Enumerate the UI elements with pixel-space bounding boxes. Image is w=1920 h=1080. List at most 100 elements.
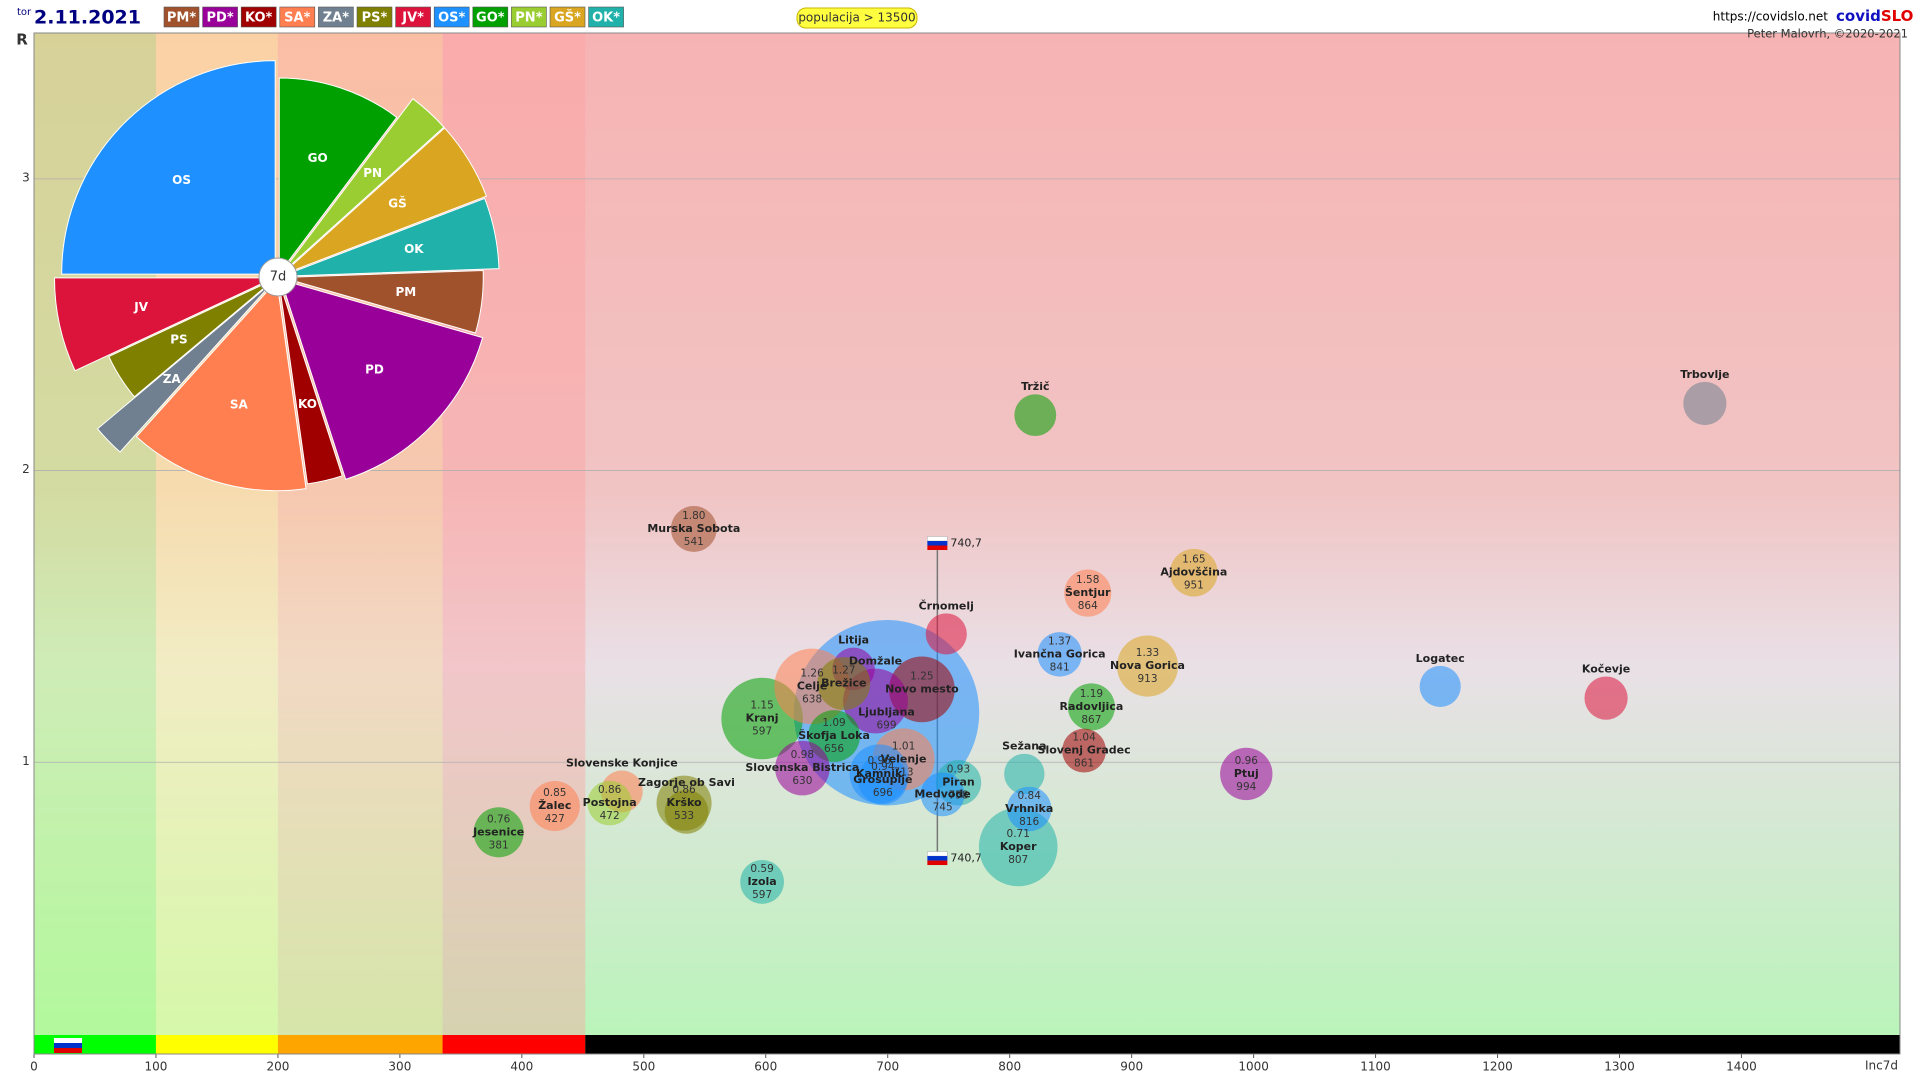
point-name: Logatec	[1416, 652, 1465, 665]
pie-label: OK	[404, 242, 424, 256]
flag-icon	[54, 1038, 82, 1053]
x-tick-label: 200	[266, 1060, 289, 1074]
inc-label: 807	[1008, 854, 1028, 866]
y-tick-label: 1	[22, 754, 30, 768]
pie-label: OS	[172, 173, 191, 187]
party-button-label[interactable]: OK*	[592, 11, 620, 26]
party-button-label[interactable]: PD*	[207, 11, 234, 26]
party-button-label[interactable]: PN*	[515, 11, 542, 26]
filter-text: populacija > 13500	[798, 11, 915, 25]
inc-label: 745	[933, 801, 953, 813]
brand-part: covid	[1836, 7, 1881, 25]
pie-slice	[108, 278, 275, 398]
x-tick-label: 300	[388, 1060, 411, 1074]
bubble	[1067, 683, 1115, 731]
party-button-label[interactable]: PS*	[362, 11, 388, 26]
r-label: 1.27	[832, 665, 855, 677]
inc-label: 913	[1137, 673, 1157, 685]
plot-frame	[33, 32, 1901, 1055]
point-name: Ljubljana	[858, 706, 915, 719]
point-name: Slovenska Bistrica	[745, 761, 859, 774]
x-tick-label: 1200	[1482, 1060, 1513, 1074]
party-button-label[interactable]: GŠ*	[554, 10, 581, 26]
inc-label: 427	[545, 813, 565, 825]
brand-part: SLO	[1881, 7, 1914, 25]
party-button[interactable]	[279, 6, 316, 28]
x-tick-label: 100	[145, 1060, 168, 1074]
bubble	[587, 780, 632, 826]
party-button-label[interactable]: JV*	[401, 11, 424, 26]
point-name: Ptuj	[1234, 767, 1259, 780]
party-button[interactable]	[588, 6, 624, 28]
party-button[interactable]	[202, 6, 238, 28]
pie-label: SA	[230, 398, 249, 412]
party-button-label[interactable]: ZA*	[323, 11, 349, 26]
r-label: 1.09	[822, 717, 845, 729]
party-button[interactable]	[318, 6, 354, 28]
party-button[interactable]	[549, 6, 586, 28]
party-button-label[interactable]: GO*	[476, 11, 505, 26]
inc-label: 630	[792, 775, 812, 787]
r-label: 0.93	[947, 764, 970, 776]
bubble	[670, 506, 717, 552]
inc-label: 861	[1074, 758, 1094, 770]
party-button[interactable]	[240, 6, 277, 28]
point-name: Kranj	[746, 712, 779, 725]
party-button-label[interactable]: SA*	[284, 11, 310, 26]
inc-label: 638	[802, 693, 822, 705]
pie-slice	[280, 279, 484, 480]
x-tick-label: 700	[876, 1060, 899, 1074]
bubble	[1170, 548, 1218, 597]
pie-slice	[281, 127, 488, 276]
party-button-label[interactable]: OS*	[438, 11, 465, 26]
r-label: 1.15	[750, 700, 773, 712]
party-button[interactable]	[472, 6, 509, 28]
y-axis-label: R	[16, 31, 28, 49]
flag-stripe	[927, 541, 948, 546]
party-button[interactable]	[163, 6, 200, 28]
x-tick-label: 1400	[1726, 1060, 1757, 1074]
pie-label: PD	[365, 363, 384, 377]
party-button[interactable]	[433, 6, 470, 28]
pie-label: ZA	[163, 372, 182, 386]
pie-slice	[135, 279, 307, 492]
party-button[interactable]	[511, 6, 547, 28]
zone-bar	[34, 1035, 156, 1054]
point-name: Krško	[667, 796, 703, 809]
x-tick-label: 0	[30, 1060, 38, 1074]
party-button[interactable]	[356, 6, 393, 28]
point-name: Medvode	[914, 787, 970, 800]
inc-label: 713	[894, 766, 914, 778]
r-label: 0.86	[672, 784, 696, 796]
bubble	[775, 740, 830, 796]
bubble	[858, 755, 908, 805]
pie-label: JV	[133, 300, 148, 314]
x-tick-label: 900	[1120, 1060, 1143, 1074]
bubble	[1116, 635, 1179, 697]
r-label: 1.19	[1080, 688, 1103, 700]
point-name: Litija	[838, 634, 869, 647]
point-name: Trbovlje	[1680, 368, 1729, 381]
x-tick-label: 400	[510, 1060, 533, 1074]
bubble	[1037, 632, 1082, 677]
point-name: Šentjur	[1065, 586, 1111, 599]
pie-label: KO	[298, 397, 317, 411]
r-label: 0.85	[543, 787, 566, 799]
r-label: 0.96	[1235, 755, 1259, 767]
point-name: Novo mesto	[885, 682, 959, 695]
r-label: 1.65	[1182, 554, 1205, 566]
flag-stripe	[927, 856, 948, 861]
bubble	[1014, 394, 1057, 437]
party-button-label[interactable]: PM*	[167, 11, 196, 26]
y-tick-label: 2	[22, 462, 30, 476]
r-label: 1.26	[800, 667, 824, 679]
credit: Peter Malovrh, ©2020-2021	[1747, 27, 1908, 41]
bubble	[925, 613, 967, 655]
bubble	[1062, 728, 1107, 773]
bubble	[740, 859, 785, 904]
party-button-label[interactable]: KO*	[245, 11, 273, 26]
party-button[interactable]	[395, 6, 431, 28]
point-name: Vrhnika	[1005, 802, 1053, 815]
point-name: Kočevje	[1582, 663, 1630, 676]
point-name: Sežana	[1002, 740, 1046, 753]
